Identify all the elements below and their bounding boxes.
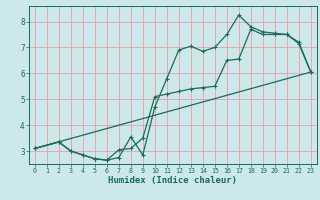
- X-axis label: Humidex (Indice chaleur): Humidex (Indice chaleur): [108, 176, 237, 185]
